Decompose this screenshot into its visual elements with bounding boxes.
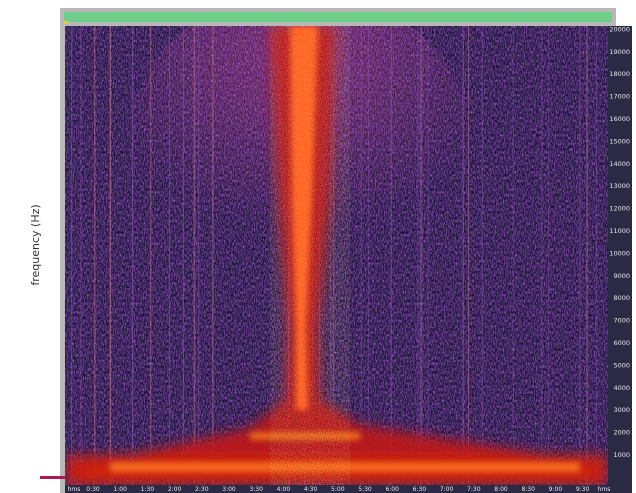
y-tick-label: 2000 <box>613 429 630 437</box>
spectrogram <box>65 26 608 485</box>
x-tick-label: 7:00 <box>440 486 454 493</box>
y-tick-label: 20000 <box>609 25 630 33</box>
y-tick-label: 6000 <box>613 339 630 347</box>
x-tick-label: 8:00 <box>494 486 508 493</box>
y-tick-label: 10000 <box>609 249 630 257</box>
x-tick-label: 9:00 <box>549 486 563 493</box>
x-tick-label: 2:00 <box>168 486 182 493</box>
x-tick-label: hms <box>598 486 611 493</box>
x-tick-label: 0:30 <box>86 486 100 493</box>
y-tick-label: 14000 <box>609 160 630 168</box>
y-tick-label: 8000 <box>613 294 630 302</box>
y-axis-label: frequency (Hz) <box>29 204 42 285</box>
y-tick-label: 19000 <box>609 48 630 56</box>
x-tick-label: hms <box>68 486 81 493</box>
x-tick-label: 6:00 <box>385 486 399 493</box>
y-tick-label: 11000 <box>609 227 630 235</box>
y-tick-label: 3000 <box>613 406 630 414</box>
x-tick-label: 4:30 <box>304 486 318 493</box>
y-tick-label: 15000 <box>609 137 630 145</box>
x-tick-label: 4:00 <box>277 486 291 493</box>
playhead <box>64 21 68 24</box>
y-tick-label: 13000 <box>609 182 630 190</box>
x-tick-label: 1:30 <box>141 486 155 493</box>
y-tick-label: 7000 <box>613 317 630 325</box>
x-tick-label: 3:30 <box>249 486 263 493</box>
marker <box>40 476 65 479</box>
progress-bar[interactable] <box>64 12 612 22</box>
x-tick-label: 6:30 <box>413 486 427 493</box>
y-tick-label: 1000 <box>613 451 630 459</box>
frequency-scale <box>608 26 632 485</box>
y-tick-label: 9000 <box>613 272 630 280</box>
x-tick-label: 3:00 <box>222 486 236 493</box>
x-tick-label: 9:30 <box>576 486 590 493</box>
x-tick-label: 1:00 <box>113 486 127 493</box>
x-tick-label: 8:30 <box>521 486 535 493</box>
x-tick-label: 7:30 <box>467 486 481 493</box>
y-tick-label: 5000 <box>613 361 630 369</box>
y-tick-label: 17000 <box>609 93 630 101</box>
y-tick-label: 18000 <box>609 70 630 78</box>
x-tick-label: 5:00 <box>331 486 345 493</box>
y-tick-label: 4000 <box>613 384 630 392</box>
x-tick-label: 5:30 <box>358 486 372 493</box>
time-scale <box>65 485 632 493</box>
x-tick-label: 2:30 <box>195 486 209 493</box>
y-tick-label: 12000 <box>609 205 630 213</box>
y-tick-label: 16000 <box>609 115 630 123</box>
